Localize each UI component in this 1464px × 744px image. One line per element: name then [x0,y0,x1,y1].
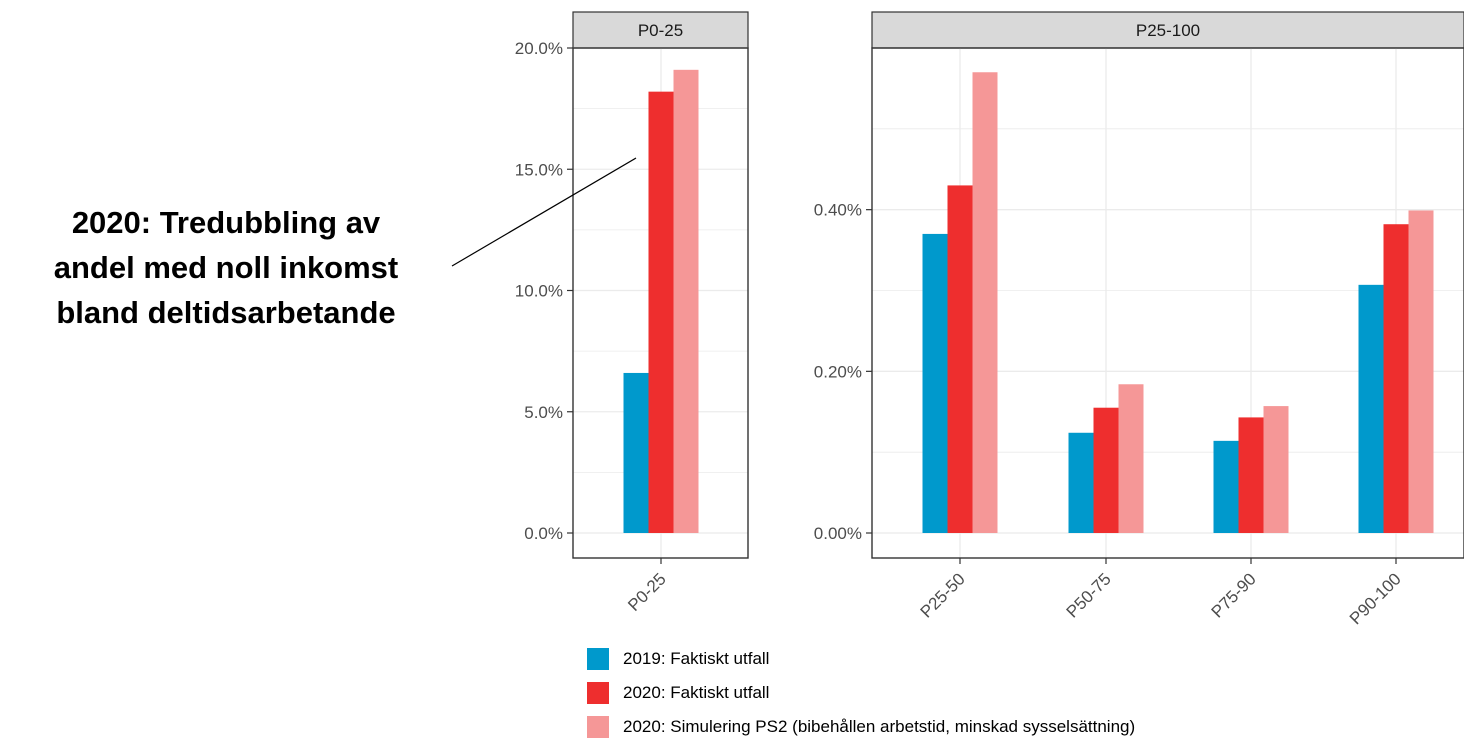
y-tick-label: 0.40% [814,201,862,220]
bar [648,91,674,534]
annotation-text: 2020: Tredubbling av andel med noll inko… [10,200,442,335]
legend-swatch [587,682,609,704]
panel-P0-25: P0-25 P0-25 0.0% 5.0% 10.0% 15.0% 20.0% [515,11,749,615]
bar [1383,224,1409,533]
panel-border [871,47,1464,559]
bar [972,72,998,533]
legend-swatch [587,716,609,738]
bar [1238,417,1264,533]
y-tick-label: 0.00% [814,524,862,543]
facet-title: P25-100 [1136,21,1200,40]
legend-label: 2020: Simulering PS2 (bibehållen arbetst… [623,717,1136,736]
annotation-line: andel med noll inkomst [53,250,399,285]
legend-label: 2020: Faktiskt utfall [623,683,770,702]
bar [922,233,948,533]
bar [1408,210,1434,533]
facet-title: P0-25 [638,21,683,40]
x-tick-label: P50-75 [1063,569,1115,621]
bar [1358,284,1384,533]
annotation-line: bland deltidsarbetande [56,295,396,330]
y-tick-label: 5.0% [524,403,563,422]
x-tick-label: P25-50 [917,569,969,621]
bar [623,372,649,533]
y-tick-label: 20.0% [515,39,563,58]
bar [1118,384,1144,533]
legend-item: 2020: Faktiskt utfall [587,676,1135,710]
y-tick-label: 0.20% [814,362,862,381]
y-tick-label: 10.0% [515,282,563,301]
panel-border [572,47,749,559]
x-tick-label: P0-25 [624,569,670,615]
legend-swatch [587,648,609,670]
facet-strip [871,11,1464,49]
legend-item: 2020: Simulering PS2 (bibehållen arbetst… [587,710,1135,744]
annotation-leader-line [451,157,637,267]
legend: 2019: Faktiskt utfall 2020: Faktiskt utf… [587,642,1135,744]
bar [1093,407,1119,533]
y-tick-label: 0.0% [524,524,563,543]
bar [1213,440,1239,533]
legend-label: 2019: Faktiskt utfall [623,649,770,668]
bar [1263,406,1289,533]
bar [947,185,973,533]
y-tick-label: 15.0% [515,160,563,179]
facet-strip [572,11,749,49]
panel-P25-100: P25-100 P25-50 P50-75 P75-90 P90-100 0.00% 0.2… [814,11,1464,628]
x-tick-label: P90-100 [1346,569,1405,628]
annotation-line: 2020: Tredubbling av [71,205,381,240]
bar [1068,432,1094,533]
x-tick-label: P75-90 [1208,569,1260,621]
legend-item: 2019: Faktiskt utfall [587,642,1135,676]
bar [673,69,699,533]
